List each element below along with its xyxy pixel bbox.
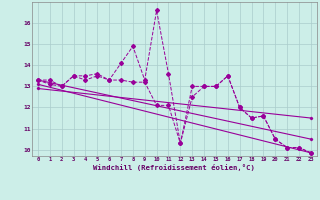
X-axis label: Windchill (Refroidissement éolien,°C): Windchill (Refroidissement éolien,°C) (93, 164, 255, 171)
